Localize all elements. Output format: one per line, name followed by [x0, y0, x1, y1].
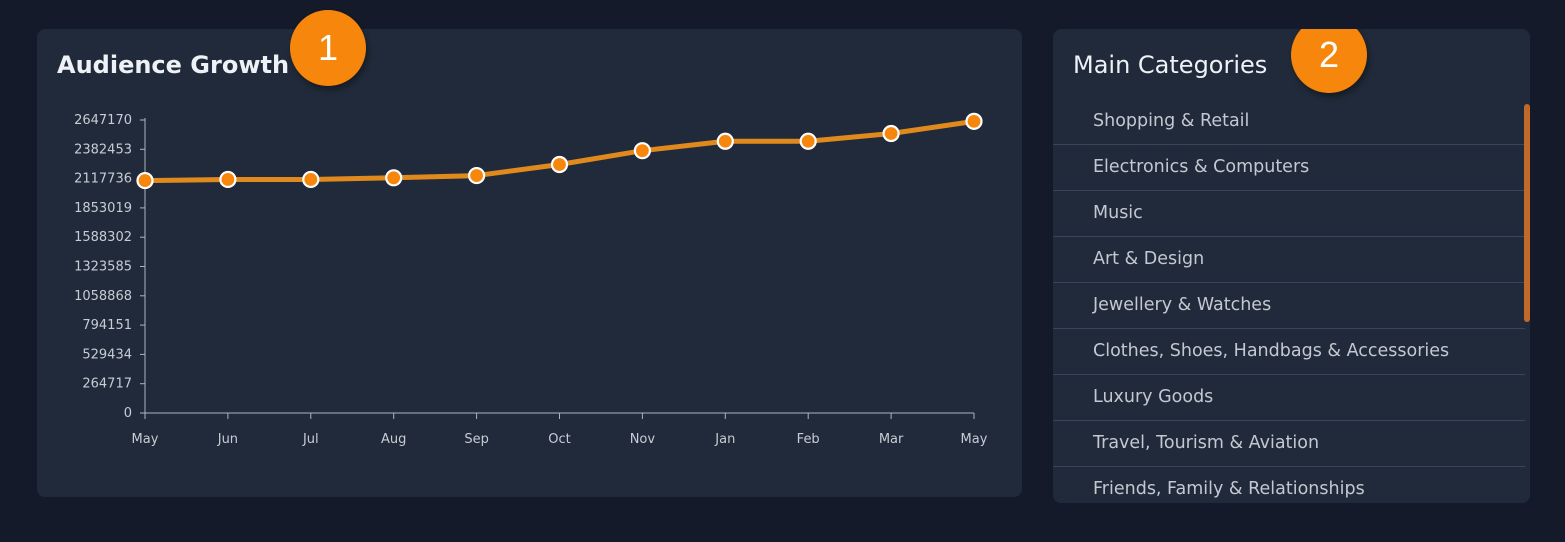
category-item[interactable]: Jewellery & Watches [1053, 283, 1525, 329]
data-point [136, 171, 154, 190]
y-tick-label: 1323585 [74, 260, 132, 275]
x-tick-label: Jun [217, 432, 238, 447]
category-item[interactable]: Electronics & Computers [1053, 145, 1525, 191]
x-tick-label: Sep [464, 432, 489, 447]
y-tick-label: 2117736 [74, 172, 132, 187]
audience-growth-chart: 0 264717 529434 794151 1058868 1323585 1588302… [74, 112, 988, 447]
main-categories-panel: Main Categories 2 Shopping & Retail Elect… [1053, 29, 1530, 503]
category-item[interactable]: Friends, Family & Relationships [1053, 467, 1525, 503]
x-tick-label: Oct [548, 432, 570, 447]
y-tick-label: 1588302 [74, 230, 132, 245]
x-tick-label: Nov [630, 432, 656, 447]
category-item[interactable]: Shopping & Retail [1053, 99, 1525, 145]
y-tick-label: 529434 [82, 347, 132, 362]
x-tick-label: Jul [302, 432, 319, 447]
category-item[interactable]: Travel, Tourism & Aviation [1053, 421, 1525, 467]
data-point [219, 170, 237, 189]
x-tick-label: Jan [714, 432, 735, 447]
category-list: Shopping & Retail Electronics & Computers… [1053, 99, 1525, 503]
category-list-scrollbar[interactable] [1524, 104, 1530, 322]
data-point [716, 132, 734, 150]
x-tick-label: May [132, 432, 159, 447]
y-tick-label: 794151 [82, 318, 132, 333]
x-tick-label: Aug [381, 432, 406, 447]
category-item[interactable]: Art & Design [1053, 237, 1525, 283]
data-point [468, 166, 486, 185]
x-tick-label: Feb [797, 432, 820, 447]
y-tick-label: 264717 [82, 377, 132, 392]
y-tick-label: 1058868 [74, 289, 132, 304]
y-tick-label: 2647170 [74, 113, 132, 128]
data-point [965, 112, 983, 130]
category-item[interactable]: Luxury Goods [1053, 375, 1525, 421]
step-badge-2: 2 [1291, 29, 1367, 93]
data-point [385, 169, 403, 187]
y-tick-label: 0 [124, 406, 132, 421]
data-point [550, 155, 569, 174]
audience-growth-panel: Audience Growth 1 0 264717 529434 794151 105… [37, 10, 1022, 497]
step-badge-1: 1 [290, 10, 366, 86]
category-item[interactable]: Clothes, Shoes, Handbags & Accessories [1053, 329, 1525, 375]
data-point [799, 132, 817, 150]
category-item[interactable]: Music [1053, 191, 1525, 237]
y-tick-label: 1853019 [74, 201, 132, 216]
x-tick-label: Mar [879, 432, 904, 447]
audience-growth-title: Audience Growth [57, 51, 290, 79]
y-tick-label: 2382453 [74, 142, 132, 157]
data-point [882, 124, 900, 143]
data-point [633, 142, 652, 160]
x-tick-label: May [961, 432, 988, 447]
main-categories-title: Main Categories [1073, 51, 1268, 79]
data-point [302, 170, 320, 189]
